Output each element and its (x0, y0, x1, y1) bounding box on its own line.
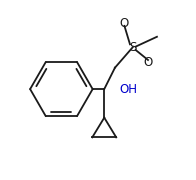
Text: OH: OH (119, 83, 137, 96)
Text: S: S (129, 41, 137, 54)
Text: O: O (143, 56, 153, 69)
Text: O: O (120, 17, 129, 30)
